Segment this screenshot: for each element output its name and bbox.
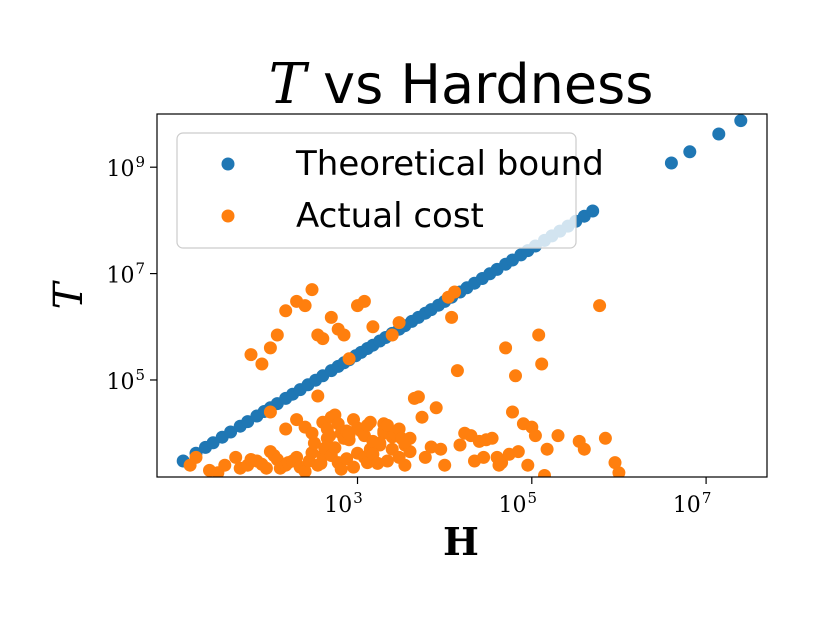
actual-cost-point [328, 441, 342, 455]
legend-marker-actual-cost [221, 209, 235, 223]
actual-cost-point [509, 369, 522, 383]
actual-cost-point [311, 389, 325, 403]
legend-label-actual-cost: Actual cost [296, 196, 484, 236]
actual-cost-point [380, 418, 394, 432]
actual-cost-point [305, 283, 319, 297]
actual-cost-point [189, 450, 203, 464]
theoretical-bound-point [664, 156, 678, 170]
actual-cost-point [411, 390, 425, 404]
plot-frame [156, 113, 768, 478]
actual-cost-point [371, 456, 385, 470]
actual-cost-point [366, 320, 380, 334]
actual-cost-point [577, 442, 591, 456]
actual-cost-point [347, 460, 360, 474]
legend-label-theoretical-bound: Theoretical bound [295, 144, 604, 184]
actual-cost-point [316, 332, 330, 346]
actual-cost-point [307, 436, 321, 450]
actual-cost-point [511, 445, 525, 459]
chart-title: T vs Hardness [269, 52, 654, 117]
actual-cost-point [608, 456, 622, 470]
y-tick-label: 105 [106, 366, 145, 395]
actual-cost-point [373, 436, 387, 450]
theoretical-bound-point [224, 425, 238, 439]
actual-cost-point [477, 450, 491, 464]
actual-cost-point [324, 310, 338, 324]
theoretical-bound-point [683, 145, 697, 159]
actual-cost-point [290, 413, 304, 427]
actual-cost-point [415, 410, 429, 424]
actual-cost-point [532, 328, 546, 342]
y-tick-label: 109 [106, 153, 145, 182]
actual-cost-point [551, 429, 565, 443]
actual-cost-point [392, 316, 406, 330]
y-tick-label: 107 [106, 260, 145, 289]
actual-cost-point [320, 422, 334, 436]
x-tick-label: 103 [324, 489, 363, 518]
actual-cost-point [485, 431, 499, 445]
actual-cost-point [337, 328, 351, 342]
actual-cost-point [521, 458, 535, 472]
x-tick-label: 105 [499, 489, 538, 518]
legend-marker-theoretical-bound [221, 157, 235, 171]
actual-cost-point [298, 299, 312, 313]
actual-cost-point [398, 458, 412, 472]
actual-cost-point [363, 415, 377, 429]
actual-cost-point [305, 426, 319, 440]
actual-cost-point [342, 352, 356, 366]
actual-cost-point [598, 431, 612, 445]
actual-cost-point [244, 348, 258, 362]
actual-cost-point [380, 454, 394, 468]
actual-cost-point [418, 450, 432, 464]
actual-cost-point [535, 357, 549, 371]
actual-cost-point [398, 435, 412, 449]
actual-cost-point [229, 450, 243, 464]
actual-cost-point [279, 422, 293, 436]
actual-cost-point [218, 458, 232, 472]
actual-cost-point [270, 328, 284, 342]
actual-cost-point [434, 442, 448, 456]
actual-cost-point [255, 357, 269, 371]
theoretical-bound-point [734, 114, 748, 128]
points-layer [176, 114, 748, 477]
actual-cost-point [448, 285, 462, 299]
theoretical-bound-point [712, 127, 726, 141]
legend: Theoretical bound Actual cost [176, 132, 604, 249]
actual-cost-point [263, 341, 277, 355]
actual-cost-point [540, 442, 554, 456]
actual-cost-point [528, 429, 542, 443]
x-axis-label: H [443, 519, 479, 564]
actual-cost-point [429, 401, 443, 415]
actual-cost-point [357, 294, 371, 308]
actual-cost-point [438, 458, 452, 472]
y-axis-ticks: 105 107 109 [106, 153, 157, 395]
actual-cost-point [593, 299, 607, 313]
actual-cost-point [334, 462, 348, 476]
actual-cost-point [506, 405, 519, 419]
actual-cost-point [612, 466, 626, 477]
actual-cost-point [385, 328, 399, 342]
actual-cost-point [538, 469, 551, 477]
actual-cost-point [263, 405, 277, 419]
y-axis-label: T [46, 279, 92, 309]
actual-cost-point [298, 465, 312, 477]
actual-cost-point [279, 304, 293, 318]
legend-box [176, 132, 577, 249]
actual-cost-point [445, 310, 459, 324]
actual-cost-point [450, 364, 464, 378]
x-axis-ticks: 103 105 107 [324, 477, 711, 518]
actual-cost-point [403, 445, 417, 459]
actual-cost-point [499, 341, 513, 355]
actual-cost-point [453, 438, 467, 452]
theoretical-bound-point [586, 204, 600, 218]
actual-cost-point [259, 461, 273, 475]
actual-cost-point [495, 456, 509, 470]
x-tick-label: 107 [673, 489, 712, 518]
